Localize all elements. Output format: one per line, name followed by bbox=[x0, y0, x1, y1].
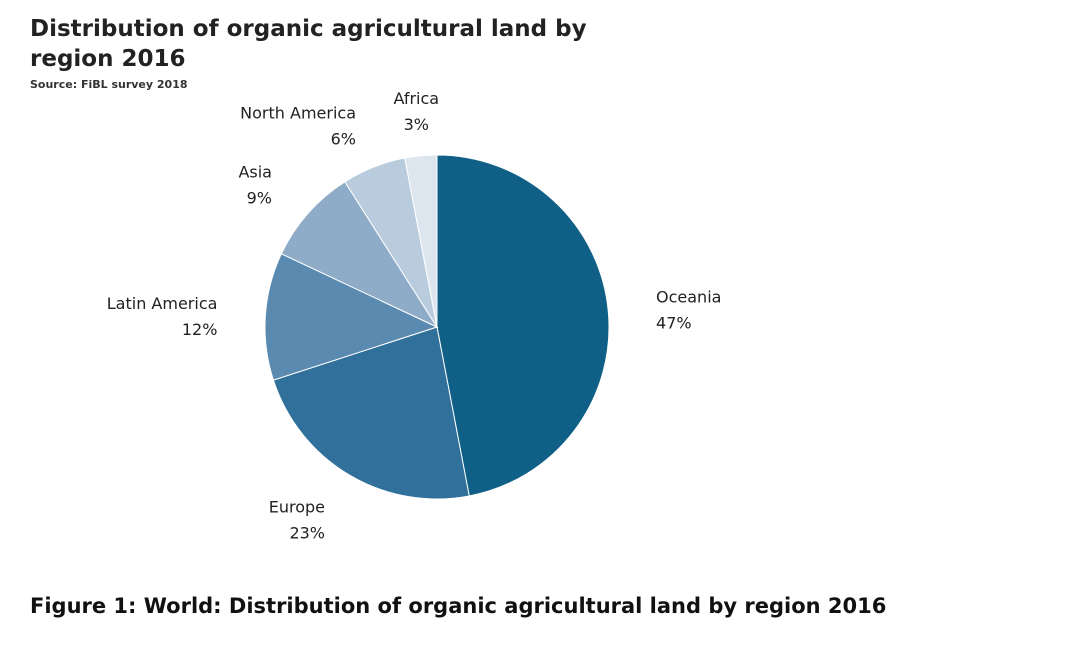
slice-label: North America bbox=[240, 103, 356, 122]
value-label: 9% bbox=[247, 189, 272, 208]
pie-slice bbox=[404, 154, 438, 328]
slice-label: Asia bbox=[238, 163, 272, 182]
slice-label: Latin America bbox=[107, 294, 218, 313]
value-label: 23% bbox=[289, 523, 325, 542]
value-label: 6% bbox=[331, 129, 356, 148]
slice-label: Africa bbox=[393, 89, 439, 108]
value-label: 3% bbox=[404, 115, 429, 134]
slice-label: Oceania bbox=[656, 287, 721, 306]
slice-label: Europe bbox=[269, 497, 325, 516]
pie-slice bbox=[272, 326, 470, 500]
value-label: 47% bbox=[656, 313, 692, 332]
figure-caption: Figure 1: World: Distribution of organic… bbox=[30, 594, 887, 618]
pie-slice bbox=[264, 253, 439, 381]
pie-slice bbox=[436, 154, 610, 497]
chart-title: Distribution of organic agricultural lan… bbox=[30, 16, 587, 72]
value-label: 12% bbox=[182, 320, 218, 339]
chart-subtitle: Source: FiBL survey 2018 bbox=[30, 78, 188, 91]
pie-slice bbox=[280, 181, 439, 329]
